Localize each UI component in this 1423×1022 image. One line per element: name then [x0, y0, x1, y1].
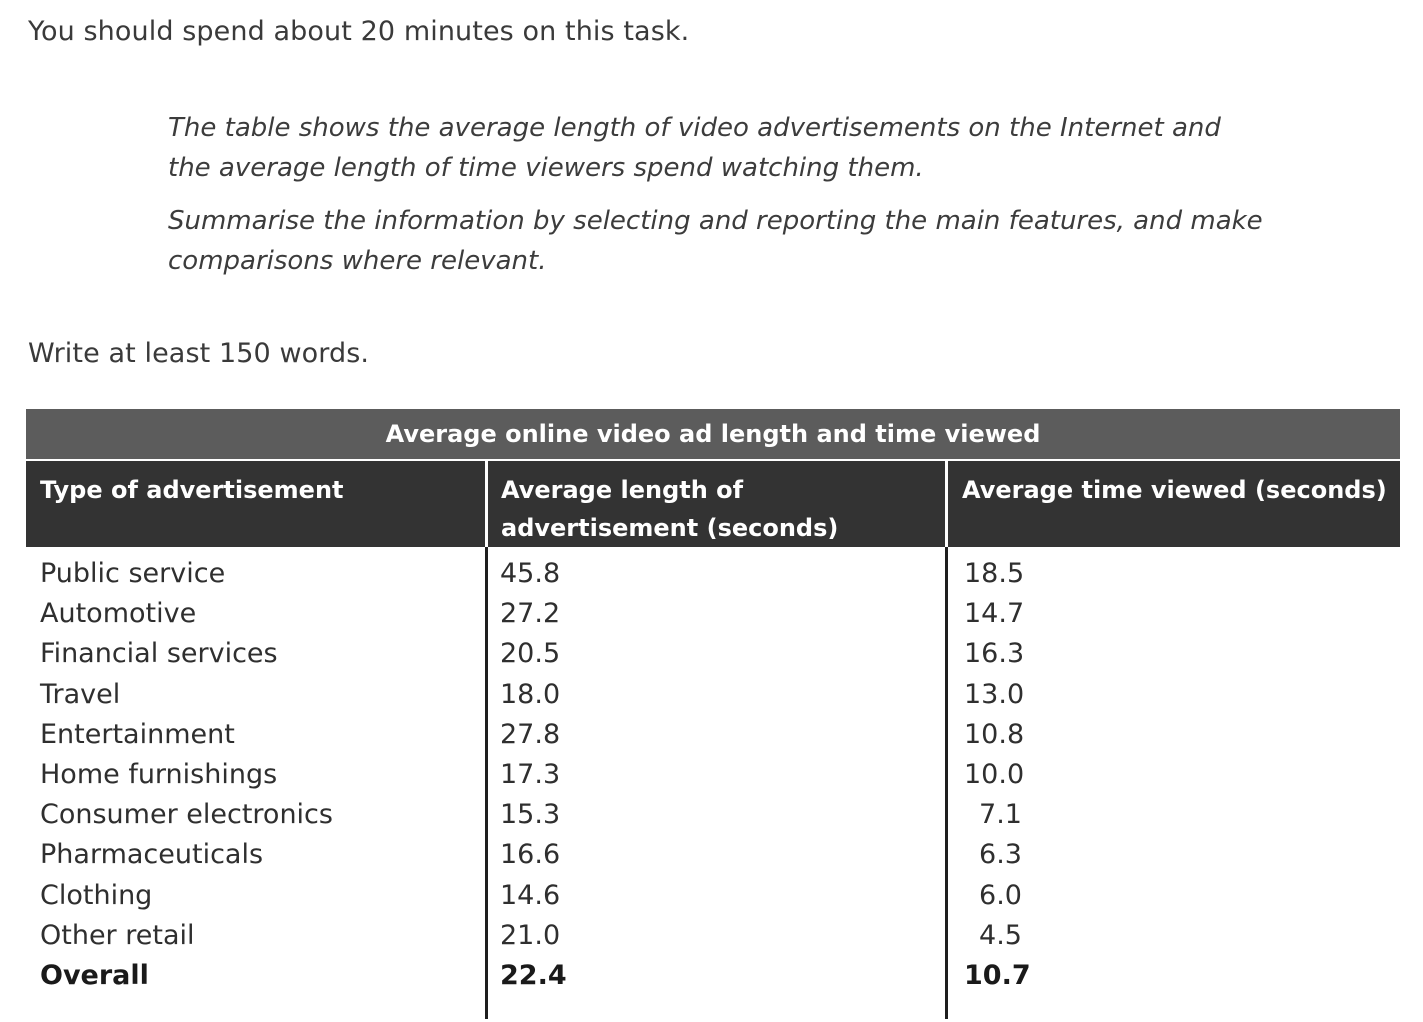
cell-viewed: 6.3: [979, 839, 1022, 871]
table-row: Consumer electronics 15.3 7.1: [26, 797, 1400, 837]
data-table: Average online video ad length and time …: [26, 409, 1400, 1019]
cell-length: 45.8: [500, 558, 561, 589]
column-header-viewed: Average time viewed (seconds): [962, 476, 1387, 504]
cell-length: 21.0: [500, 919, 561, 951]
cell-viewed: 4.5: [979, 919, 1022, 951]
cell-viewed: 13.0: [964, 678, 1025, 710]
cell-viewed: 18.5: [964, 558, 1025, 589]
table-row: Travel 18.0 13.0: [26, 677, 1400, 717]
cell-length: 27.2: [500, 598, 561, 630]
header-divider: [485, 461, 488, 547]
cell-length: 20.5: [500, 638, 561, 670]
cell-type: Automotive: [40, 598, 197, 630]
table-row: Financial services 20.5 16.3: [26, 636, 1400, 676]
cell-viewed: 6.0: [979, 879, 1022, 911]
task-instruction: Summarise the information by selecting a…: [168, 206, 1263, 276]
cell-type: Consumer electronics: [40, 799, 333, 831]
table-row: Public service 45.8 18.5: [26, 556, 1400, 596]
cell-length: 15.3: [500, 799, 561, 831]
table-header-row: Type of advertisement Average length of …: [26, 461, 1400, 547]
word-count-instruction: Write at least 150 words.: [28, 338, 370, 369]
cell-viewed: 10.8: [964, 718, 1025, 750]
cell-type: Other retail: [40, 919, 195, 951]
cell-viewed: 10.0: [964, 758, 1025, 790]
cell-type: Overall: [40, 959, 149, 991]
cell-viewed: 7.1: [979, 799, 1022, 831]
cell-length: 22.4: [500, 959, 567, 991]
cell-viewed: 14.7: [964, 598, 1025, 630]
table-row: Home furnishings 17.3 10.0: [26, 757, 1400, 797]
time-instruction: You should spend about 20 minutes on thi…: [28, 16, 690, 47]
header-divider: [945, 461, 948, 547]
table-row: Clothing 14.6 6.0: [26, 878, 1400, 918]
column-divider: [485, 547, 488, 1019]
cell-length: 18.0: [500, 678, 561, 710]
column-divider: [945, 547, 948, 1019]
cell-viewed: 16.3: [964, 638, 1025, 670]
table-row: Entertainment 27.8 10.8: [26, 717, 1400, 757]
cell-length: 17.3: [500, 758, 561, 790]
table-row: Overall 22.4 10.7: [26, 958, 1400, 998]
cell-viewed: 10.7: [964, 959, 1031, 991]
cell-type: Financial services: [40, 638, 278, 670]
cell-type: Travel: [40, 678, 121, 710]
column-header-length: Average length of advertisement (seconds…: [501, 476, 839, 542]
cell-type: Pharmaceuticals: [40, 839, 264, 871]
table-row: Other retail 21.0 4.5: [26, 918, 1400, 958]
task-description: The table shows the average length of vi…: [168, 113, 1221, 183]
cell-type: Entertainment: [40, 718, 235, 750]
cell-type: Public service: [40, 558, 226, 589]
table-title: Average online video ad length and time …: [26, 409, 1400, 459]
cell-type: Clothing: [40, 879, 153, 911]
cell-length: 14.6: [500, 879, 561, 911]
cell-length: 27.8: [500, 718, 561, 750]
table-row: Pharmaceuticals 16.6 6.3: [26, 837, 1400, 877]
table-row: Automotive 27.2 14.7: [26, 596, 1400, 636]
cell-type: Home furnishings: [40, 758, 278, 790]
table-body: Public service 45.8 18.5 Automotive 27.2 14.7…: [26, 556, 1400, 998]
column-header-type: Type of advertisement: [40, 476, 344, 504]
cell-length: 16.6: [500, 839, 561, 871]
